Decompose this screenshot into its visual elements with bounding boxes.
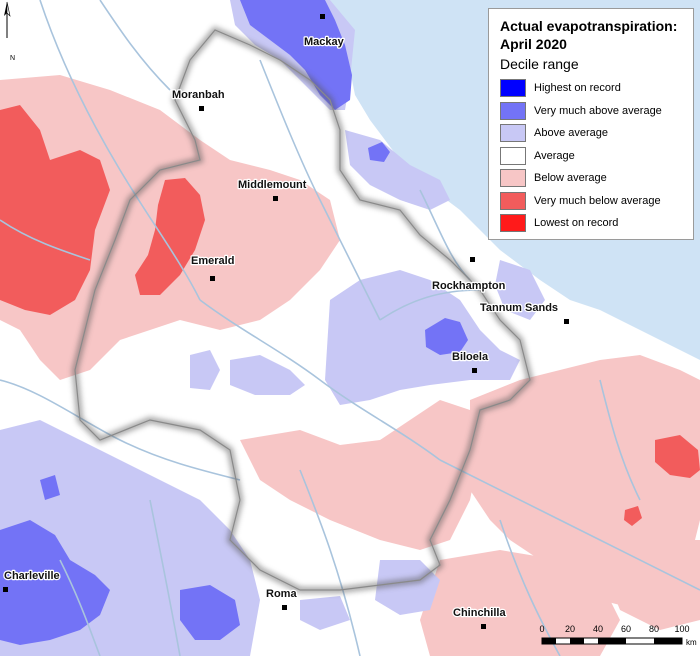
town-tannum-sands[interactable]: Tannum Sands — [479, 301, 569, 324]
below-average-regions — [0, 75, 700, 656]
legend-item-label: Average — [534, 149, 575, 162]
town-middlemount[interactable]: Middlemount — [237, 178, 308, 201]
legend-subtitle: Decile range — [500, 56, 579, 72]
legend-item: Highest on record — [500, 77, 683, 100]
very-much-below-average-regions — [0, 105, 700, 526]
scale-tick-label: 40 — [592, 624, 604, 634]
town-rockhampton[interactable]: Rockhampton — [431, 257, 507, 293]
svg-text:Chinchilla: Chinchilla — [453, 607, 506, 619]
legend: Actual evapotranspiration: April 2020 De… — [488, 8, 694, 240]
scale-tick-label: 20 — [564, 624, 576, 634]
legend-title-line1: Actual evapotranspiration: — [500, 18, 678, 34]
scale-bar: 0 20 40 60 80 100 km — [536, 624, 696, 654]
legend-item: Very much below average — [500, 190, 683, 213]
svg-text:Charleville: Charleville — [4, 570, 60, 582]
svg-text:Biloela: Biloela — [452, 351, 489, 363]
legend-item: Below average — [500, 167, 683, 190]
legend-item-label: Very much below average — [534, 194, 661, 207]
north-arrow-icon — [4, 1, 11, 38]
scale-tick-label: 60 — [620, 624, 632, 634]
town-roma[interactable]: Roma — [265, 587, 299, 610]
town-biloela[interactable]: Biloela — [451, 350, 490, 373]
legend-swatch — [500, 146, 526, 165]
legend-item: Above average — [500, 122, 683, 145]
town-moranbah[interactable]: Moranbah — [171, 88, 226, 111]
scale-tick-label: 80 — [648, 624, 660, 634]
legend-swatch — [500, 214, 526, 233]
svg-text:Middlemount: Middlemount — [238, 179, 307, 191]
very-much-above-average-regions — [0, 0, 468, 645]
svg-text:Rockhampton: Rockhampton — [432, 280, 506, 292]
legend-item-label: Lowest on record — [534, 217, 619, 230]
legend-item-label: Highest on record — [534, 82, 621, 95]
legend-swatch — [500, 191, 526, 210]
svg-text:Emerald: Emerald — [191, 255, 234, 267]
legend-swatch — [500, 169, 526, 188]
scale-tick-label: 100 — [674, 624, 690, 634]
svg-text:Tannum Sands: Tannum Sands — [480, 302, 558, 314]
legend-item-label: Very much above average — [534, 104, 662, 117]
legend-item: Average — [500, 145, 683, 168]
legend-swatch — [500, 124, 526, 143]
legend-swatch — [500, 79, 526, 98]
town-mackay[interactable]: Mackay — [303, 14, 346, 49]
legend-item-label: Below average — [534, 172, 607, 185]
legend-item: Lowest on record — [500, 212, 683, 235]
region-boundary — [74, 29, 531, 591]
svg-text:Mackay: Mackay — [304, 36, 345, 48]
scale-tick-label: 0 — [539, 624, 545, 634]
legend-swatch — [500, 101, 526, 120]
legend-item: Very much above average — [500, 100, 683, 123]
town-emerald[interactable]: Emerald — [190, 254, 236, 281]
svg-text:Roma: Roma — [266, 588, 297, 600]
scale-unit: km — [686, 638, 697, 647]
town-chinchilla[interactable]: Chinchilla — [452, 606, 508, 629]
svg-text:Moranbah: Moranbah — [172, 89, 225, 101]
town-charleville[interactable]: Charleville — [3, 569, 61, 592]
legend-title-line2: April 2020 — [500, 36, 567, 52]
legend-item-label: Above average — [534, 127, 608, 140]
legend-items: Highest on record Very much above average… — [500, 77, 683, 235]
scale-bar-graphic — [541, 637, 683, 645]
north-label: N — [10, 55, 16, 62]
